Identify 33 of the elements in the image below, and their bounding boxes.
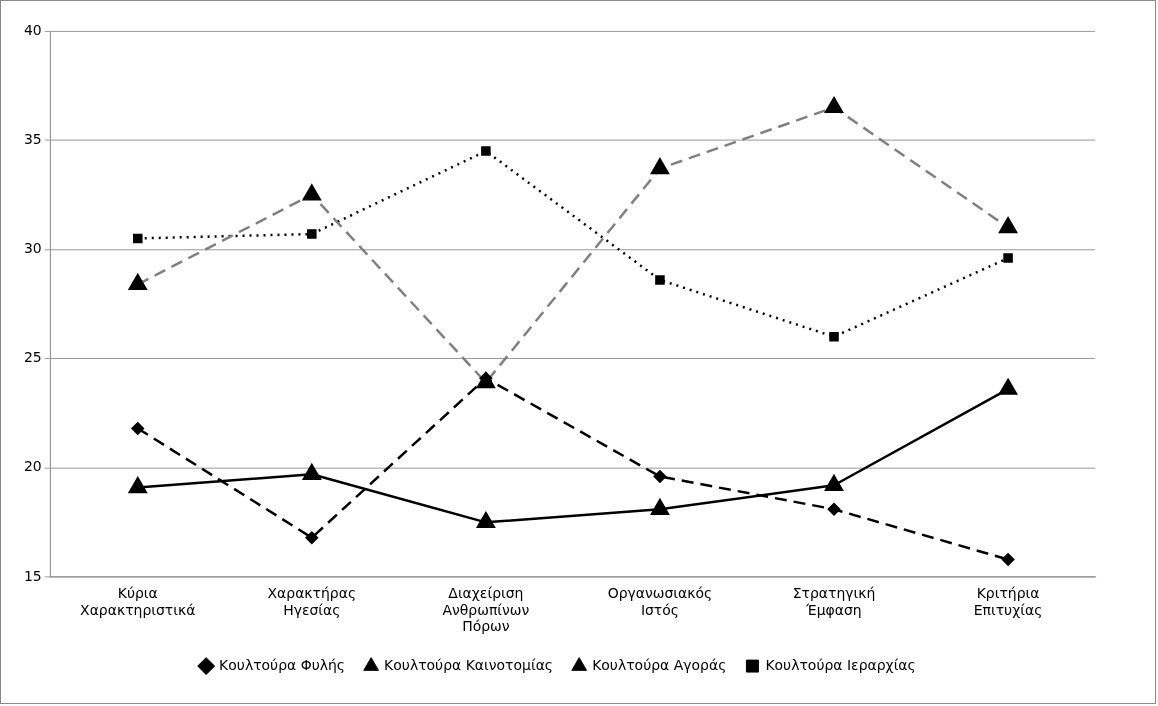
- y-tick-label: 35: [23, 130, 42, 147]
- point: [999, 378, 1018, 395]
- point: [827, 503, 841, 516]
- legend-label: Κουλτούρα Φυλής: [219, 656, 346, 673]
- point: [655, 275, 665, 285]
- point: [1001, 553, 1015, 566]
- point: [1003, 253, 1013, 263]
- legend-label: Κουλτούρα Αγοράς: [592, 656, 727, 673]
- y-tick-label: 15: [23, 567, 42, 584]
- point: [476, 512, 495, 529]
- legend-label: Κουλτούρα Καινοτομίας: [384, 656, 554, 673]
- point: [481, 146, 491, 156]
- point: [131, 422, 144, 435]
- point: [307, 229, 317, 239]
- point: [824, 475, 844, 491]
- x-tick-label: Κύρια Χαρακτηριστικά: [80, 584, 196, 618]
- x-tick-label: Στρατηγική Έμφαση: [792, 584, 876, 618]
- point: [305, 531, 319, 544]
- point: [829, 331, 839, 342]
- x-tick-label: Οργανωσιακός Ιστός: [607, 584, 713, 618]
- x-tick-label: Κριτήρια Επιτυχίας: [973, 584, 1043, 618]
- point: [132, 233, 143, 244]
- y-tick-label: 20: [23, 458, 42, 475]
- legend-label: Κουλτούρα Ιεραρχίας: [765, 656, 916, 673]
- point: [650, 499, 669, 515]
- y-tick-label: 40: [23, 21, 42, 38]
- x-tick-label: Διαχείριση Ανθρωπίνων Πόρων: [442, 584, 530, 635]
- point: [653, 470, 667, 483]
- point: [128, 477, 147, 494]
- point: [302, 464, 321, 481]
- y-tick-label: 30: [23, 239, 42, 256]
- x-tick-label: Χαρακτήρας Ηγεσίας: [267, 584, 357, 618]
- y-tick-label: 25: [23, 349, 42, 366]
